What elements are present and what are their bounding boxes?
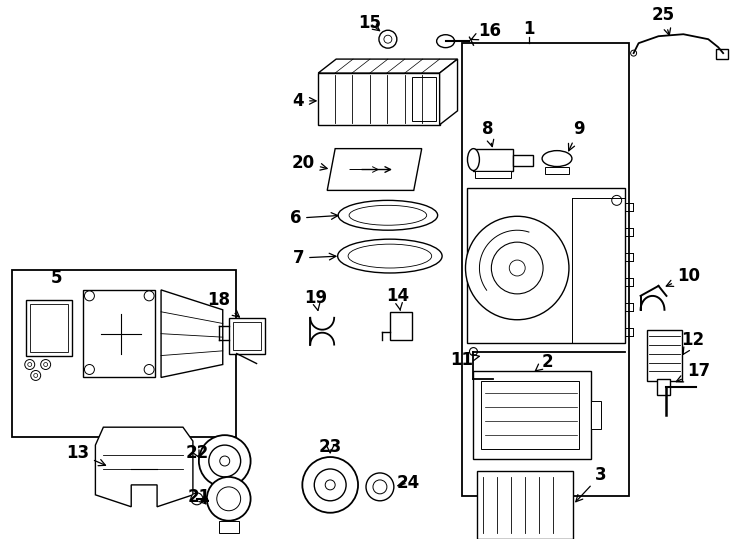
Text: 11: 11 <box>450 350 479 368</box>
Polygon shape <box>327 148 422 191</box>
Bar <box>591 401 601 429</box>
Polygon shape <box>161 290 222 377</box>
Circle shape <box>470 348 477 355</box>
Bar <box>12 270 236 437</box>
Bar <box>84 290 155 377</box>
Text: 3: 3 <box>575 466 606 502</box>
Bar <box>462 43 628 496</box>
Circle shape <box>84 364 95 374</box>
Text: 7: 7 <box>293 249 336 267</box>
Circle shape <box>34 374 37 377</box>
Circle shape <box>25 360 34 369</box>
Bar <box>30 304 68 352</box>
Circle shape <box>191 493 203 505</box>
Ellipse shape <box>349 205 426 225</box>
Text: 25: 25 <box>652 6 675 35</box>
Circle shape <box>491 242 543 294</box>
Circle shape <box>199 435 250 487</box>
Bar <box>473 148 513 171</box>
Circle shape <box>144 291 154 301</box>
Circle shape <box>43 362 48 367</box>
Bar <box>545 166 569 174</box>
Circle shape <box>217 487 241 511</box>
Polygon shape <box>319 59 457 73</box>
Circle shape <box>31 370 40 380</box>
Bar <box>229 318 264 354</box>
Bar <box>26 300 71 355</box>
Polygon shape <box>95 427 193 507</box>
Text: 14: 14 <box>386 287 410 310</box>
Ellipse shape <box>437 35 454 48</box>
Text: 8: 8 <box>482 120 494 146</box>
Text: 10: 10 <box>666 267 700 286</box>
Circle shape <box>40 360 51 369</box>
Circle shape <box>373 480 387 494</box>
Circle shape <box>207 477 250 521</box>
Circle shape <box>631 50 636 56</box>
Bar <box>390 312 412 340</box>
Bar <box>513 154 533 166</box>
Circle shape <box>611 195 622 205</box>
Circle shape <box>208 445 241 477</box>
Circle shape <box>219 456 230 466</box>
Text: 24: 24 <box>396 474 419 492</box>
Ellipse shape <box>468 148 479 171</box>
Text: 6: 6 <box>290 210 338 227</box>
Ellipse shape <box>338 239 442 273</box>
Text: 16: 16 <box>471 22 501 40</box>
Ellipse shape <box>338 200 437 230</box>
Text: 22: 22 <box>185 444 208 462</box>
Bar <box>473 372 591 459</box>
Bar <box>656 380 670 395</box>
Bar <box>482 381 579 449</box>
Circle shape <box>465 217 569 320</box>
Bar <box>219 521 239 532</box>
Text: 21: 21 <box>187 488 211 506</box>
Text: 23: 23 <box>319 438 342 456</box>
Circle shape <box>325 480 335 490</box>
Text: 17: 17 <box>676 362 710 382</box>
Text: 15: 15 <box>358 14 382 32</box>
Circle shape <box>509 260 526 276</box>
Bar <box>477 471 573 538</box>
Text: 18: 18 <box>207 291 239 317</box>
Bar <box>716 49 728 59</box>
Text: 9: 9 <box>568 120 585 151</box>
Polygon shape <box>440 59 457 125</box>
Circle shape <box>379 30 397 48</box>
Text: 12: 12 <box>680 330 704 354</box>
Bar <box>233 322 261 349</box>
Circle shape <box>28 362 32 367</box>
Circle shape <box>314 469 346 501</box>
Text: 2: 2 <box>535 353 553 371</box>
Circle shape <box>366 473 394 501</box>
Ellipse shape <box>348 244 432 268</box>
Circle shape <box>302 457 358 513</box>
Text: 19: 19 <box>304 289 327 310</box>
Circle shape <box>84 291 95 301</box>
Bar <box>468 188 625 342</box>
Bar <box>412 77 436 121</box>
Text: 4: 4 <box>293 92 316 110</box>
Text: 13: 13 <box>66 444 106 465</box>
Bar <box>319 73 440 125</box>
Text: 20: 20 <box>292 153 327 172</box>
Text: 1: 1 <box>523 20 535 38</box>
Circle shape <box>144 364 154 374</box>
Bar <box>476 171 512 179</box>
Text: 5: 5 <box>51 269 62 287</box>
Bar <box>647 330 683 381</box>
Ellipse shape <box>542 151 572 166</box>
Circle shape <box>384 35 392 43</box>
